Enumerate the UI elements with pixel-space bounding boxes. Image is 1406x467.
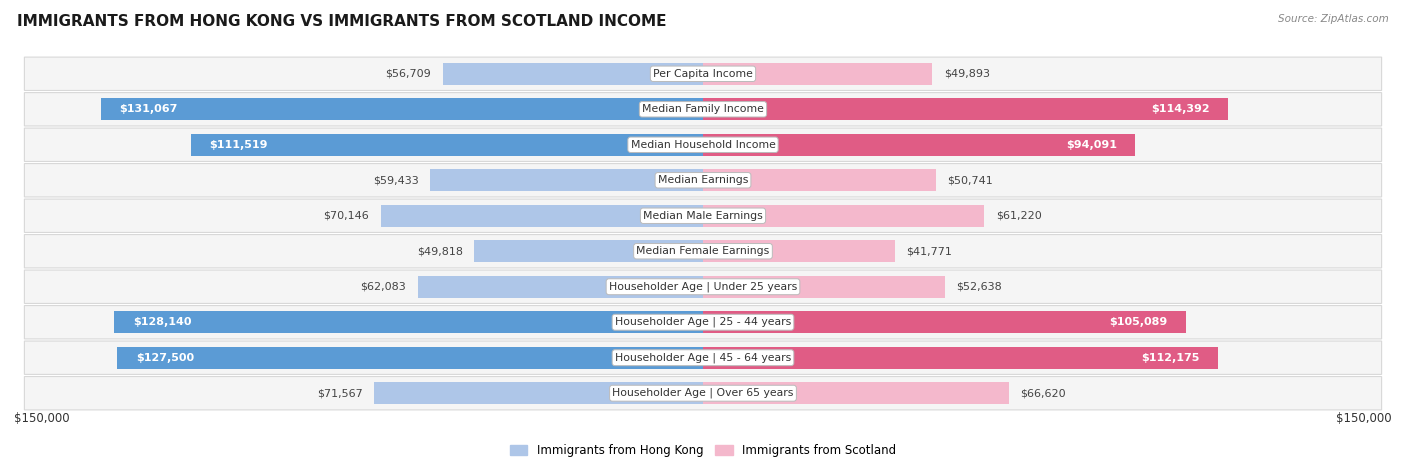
Text: $105,089: $105,089	[1109, 317, 1167, 327]
Bar	[703, 169, 936, 191]
FancyBboxPatch shape	[24, 128, 1382, 162]
Text: $70,146: $70,146	[323, 211, 370, 221]
Bar	[474, 240, 703, 262]
Text: $62,083: $62,083	[360, 282, 406, 292]
Text: $50,741: $50,741	[948, 175, 993, 185]
FancyBboxPatch shape	[24, 234, 1382, 268]
Bar	[703, 311, 1185, 333]
FancyBboxPatch shape	[24, 305, 1382, 339]
Text: $49,818: $49,818	[416, 246, 463, 256]
FancyBboxPatch shape	[24, 92, 1382, 126]
Bar	[703, 347, 1218, 369]
Text: Median Family Income: Median Family Income	[643, 104, 763, 114]
Bar	[374, 382, 703, 404]
Text: Source: ZipAtlas.com: Source: ZipAtlas.com	[1278, 14, 1389, 24]
Text: Median Earnings: Median Earnings	[658, 175, 748, 185]
Text: $112,175: $112,175	[1142, 353, 1199, 363]
Text: IMMIGRANTS FROM HONG KONG VS IMMIGRANTS FROM SCOTLAND INCOME: IMMIGRANTS FROM HONG KONG VS IMMIGRANTS …	[17, 14, 666, 29]
Text: $49,893: $49,893	[943, 69, 990, 79]
FancyBboxPatch shape	[24, 341, 1382, 375]
Legend: Immigrants from Hong Kong, Immigrants from Scotland: Immigrants from Hong Kong, Immigrants fr…	[505, 439, 901, 462]
Text: $94,091: $94,091	[1066, 140, 1116, 150]
Bar	[703, 134, 1135, 156]
Bar	[430, 169, 703, 191]
Bar	[443, 63, 703, 85]
Text: $128,140: $128,140	[132, 317, 191, 327]
Text: $41,771: $41,771	[907, 246, 952, 256]
Text: Per Capita Income: Per Capita Income	[652, 69, 754, 79]
Text: Householder Age | Over 65 years: Householder Age | Over 65 years	[612, 388, 794, 398]
Text: Householder Age | 45 - 64 years: Householder Age | 45 - 64 years	[614, 353, 792, 363]
Bar	[191, 134, 703, 156]
FancyBboxPatch shape	[24, 270, 1382, 304]
Bar	[117, 347, 703, 369]
FancyBboxPatch shape	[24, 376, 1382, 410]
Text: Median Male Earnings: Median Male Earnings	[643, 211, 763, 221]
FancyBboxPatch shape	[24, 199, 1382, 233]
FancyBboxPatch shape	[24, 163, 1382, 197]
Bar	[101, 98, 703, 120]
Bar	[703, 63, 932, 85]
Text: $127,500: $127,500	[136, 353, 194, 363]
Bar	[703, 276, 945, 298]
Text: $150,000: $150,000	[1336, 412, 1392, 425]
Bar	[703, 205, 984, 227]
Text: Median Household Income: Median Household Income	[630, 140, 776, 150]
Text: Median Female Earnings: Median Female Earnings	[637, 246, 769, 256]
FancyBboxPatch shape	[24, 57, 1382, 91]
Text: Householder Age | 25 - 44 years: Householder Age | 25 - 44 years	[614, 317, 792, 327]
Text: $111,519: $111,519	[209, 140, 267, 150]
Text: $131,067: $131,067	[120, 104, 177, 114]
Text: $56,709: $56,709	[385, 69, 432, 79]
Bar	[381, 205, 703, 227]
Text: $59,433: $59,433	[373, 175, 419, 185]
Text: $52,638: $52,638	[956, 282, 1002, 292]
Text: $71,567: $71,567	[318, 388, 363, 398]
Bar	[703, 240, 894, 262]
Text: Householder Age | Under 25 years: Householder Age | Under 25 years	[609, 282, 797, 292]
Text: $150,000: $150,000	[14, 412, 70, 425]
Bar	[703, 382, 1010, 404]
Bar	[114, 311, 703, 333]
Text: $66,620: $66,620	[1021, 388, 1066, 398]
Text: $114,392: $114,392	[1152, 104, 1211, 114]
Bar	[418, 276, 703, 298]
Text: $61,220: $61,220	[995, 211, 1042, 221]
Bar	[703, 98, 1229, 120]
